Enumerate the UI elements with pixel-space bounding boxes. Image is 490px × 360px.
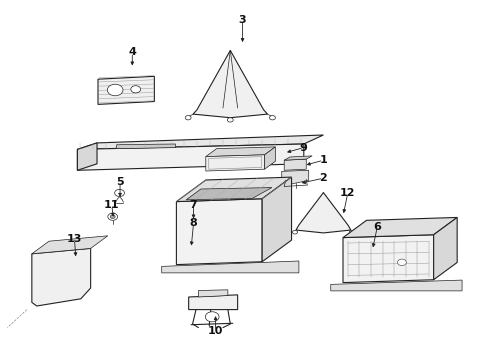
Polygon shape bbox=[32, 248, 91, 306]
Text: 6: 6 bbox=[373, 222, 381, 232]
Polygon shape bbox=[176, 199, 262, 265]
Circle shape bbox=[131, 86, 141, 93]
Polygon shape bbox=[198, 290, 228, 297]
Polygon shape bbox=[282, 170, 309, 184]
Polygon shape bbox=[176, 177, 292, 202]
Circle shape bbox=[227, 118, 233, 122]
Circle shape bbox=[108, 213, 118, 220]
Polygon shape bbox=[284, 159, 306, 170]
Polygon shape bbox=[265, 147, 275, 169]
Polygon shape bbox=[77, 135, 323, 149]
Polygon shape bbox=[32, 236, 108, 254]
Text: 11: 11 bbox=[104, 200, 120, 210]
Polygon shape bbox=[206, 155, 265, 171]
Polygon shape bbox=[284, 156, 312, 160]
Text: 13: 13 bbox=[67, 234, 82, 244]
Text: 2: 2 bbox=[319, 173, 327, 183]
Polygon shape bbox=[296, 193, 351, 233]
Polygon shape bbox=[117, 144, 175, 149]
Polygon shape bbox=[162, 261, 299, 273]
Text: 10: 10 bbox=[208, 326, 223, 336]
Circle shape bbox=[397, 259, 406, 266]
Polygon shape bbox=[186, 188, 272, 200]
Polygon shape bbox=[189, 295, 238, 310]
Polygon shape bbox=[434, 217, 457, 280]
Text: 7: 7 bbox=[190, 200, 197, 210]
Polygon shape bbox=[206, 147, 275, 157]
Circle shape bbox=[293, 230, 297, 234]
Text: 8: 8 bbox=[190, 218, 197, 228]
Polygon shape bbox=[343, 235, 434, 283]
Circle shape bbox=[107, 84, 123, 96]
Polygon shape bbox=[262, 177, 292, 262]
Text: 4: 4 bbox=[128, 47, 136, 57]
Text: 3: 3 bbox=[239, 15, 246, 25]
Text: 9: 9 bbox=[300, 143, 308, 153]
Polygon shape bbox=[98, 76, 154, 104]
Circle shape bbox=[270, 116, 275, 120]
Polygon shape bbox=[331, 280, 462, 291]
Circle shape bbox=[115, 189, 124, 197]
Polygon shape bbox=[77, 144, 304, 170]
Text: 12: 12 bbox=[340, 188, 356, 198]
Circle shape bbox=[110, 215, 115, 219]
Circle shape bbox=[205, 312, 219, 322]
Text: 5: 5 bbox=[116, 177, 124, 187]
Circle shape bbox=[349, 230, 354, 234]
Polygon shape bbox=[193, 50, 268, 118]
Text: 1: 1 bbox=[319, 155, 327, 165]
Polygon shape bbox=[343, 217, 457, 238]
Polygon shape bbox=[77, 143, 97, 170]
Polygon shape bbox=[180, 200, 190, 245]
Circle shape bbox=[185, 116, 191, 120]
